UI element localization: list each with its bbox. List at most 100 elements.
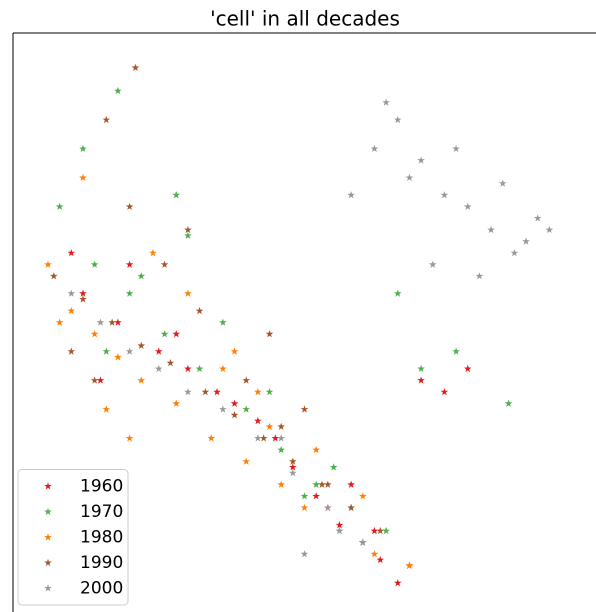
point xyxy=(242,457,250,465)
point xyxy=(195,306,204,315)
point xyxy=(213,388,221,396)
point xyxy=(154,347,163,355)
point xyxy=(277,480,285,488)
point xyxy=(254,416,262,425)
point xyxy=(96,318,105,326)
point xyxy=(184,364,192,373)
point xyxy=(125,434,134,442)
point xyxy=(166,359,175,367)
point xyxy=(242,405,250,413)
legend-marker xyxy=(44,558,52,566)
point xyxy=(230,411,239,419)
point xyxy=(242,376,250,384)
point xyxy=(324,480,332,488)
point xyxy=(271,434,280,442)
point xyxy=(108,318,116,326)
chart-title: 'cell' in all decades xyxy=(210,7,400,31)
point xyxy=(102,115,111,124)
point xyxy=(277,434,285,442)
point xyxy=(277,445,285,454)
point xyxy=(55,318,64,326)
legend-label: 2000 xyxy=(80,578,123,598)
point xyxy=(137,272,146,280)
point xyxy=(160,260,169,268)
point xyxy=(394,289,402,297)
point xyxy=(265,422,274,430)
point xyxy=(429,260,437,268)
point xyxy=(440,191,449,199)
point xyxy=(533,214,542,222)
point xyxy=(300,405,309,413)
point xyxy=(329,463,338,471)
point xyxy=(347,480,355,488)
legend-label: 1980 xyxy=(80,527,123,547)
point xyxy=(90,260,99,268)
point xyxy=(125,202,134,210)
point xyxy=(114,353,122,361)
point xyxy=(102,405,111,413)
point xyxy=(417,156,425,164)
legend-label: 1960 xyxy=(80,476,123,496)
legend-marker xyxy=(44,482,52,490)
point xyxy=(79,289,87,297)
point xyxy=(219,405,227,413)
point xyxy=(335,526,344,535)
point xyxy=(137,376,146,384)
point xyxy=(219,318,227,326)
point xyxy=(300,550,309,558)
point xyxy=(289,469,297,477)
point xyxy=(67,249,76,257)
point xyxy=(50,272,58,280)
point xyxy=(376,526,385,535)
point xyxy=(394,579,402,587)
point xyxy=(510,249,519,257)
point xyxy=(79,144,87,152)
point xyxy=(125,289,134,297)
point xyxy=(67,347,76,355)
point xyxy=(172,399,180,407)
point xyxy=(114,318,122,326)
point xyxy=(324,503,332,511)
point xyxy=(312,445,320,454)
point xyxy=(359,538,367,546)
point xyxy=(137,341,146,349)
point xyxy=(300,492,309,500)
legend-label: 1970 xyxy=(80,502,123,522)
point xyxy=(102,347,111,355)
point xyxy=(370,550,379,558)
point xyxy=(545,225,554,234)
point xyxy=(504,399,513,407)
legend-marker xyxy=(44,507,52,515)
point xyxy=(452,347,460,355)
point xyxy=(184,231,192,239)
point xyxy=(382,98,390,106)
point xyxy=(254,388,262,396)
point xyxy=(440,388,449,396)
point xyxy=(289,463,297,471)
point xyxy=(463,202,472,210)
point xyxy=(417,364,425,373)
legend-marker xyxy=(44,584,52,592)
point xyxy=(254,434,262,442)
point xyxy=(79,295,87,303)
point xyxy=(347,191,355,199)
point xyxy=(265,388,274,396)
point xyxy=(55,202,64,210)
point xyxy=(405,173,414,181)
legend-marker xyxy=(44,533,52,541)
point xyxy=(405,561,414,569)
point xyxy=(219,364,227,373)
point xyxy=(184,225,192,234)
point xyxy=(300,503,309,511)
point xyxy=(195,364,204,373)
point xyxy=(259,434,268,442)
point xyxy=(67,306,76,315)
point xyxy=(277,422,285,430)
point xyxy=(522,237,530,245)
point xyxy=(114,86,122,95)
point xyxy=(417,376,425,384)
point xyxy=(498,179,507,187)
point xyxy=(312,480,320,488)
point xyxy=(79,173,87,181)
